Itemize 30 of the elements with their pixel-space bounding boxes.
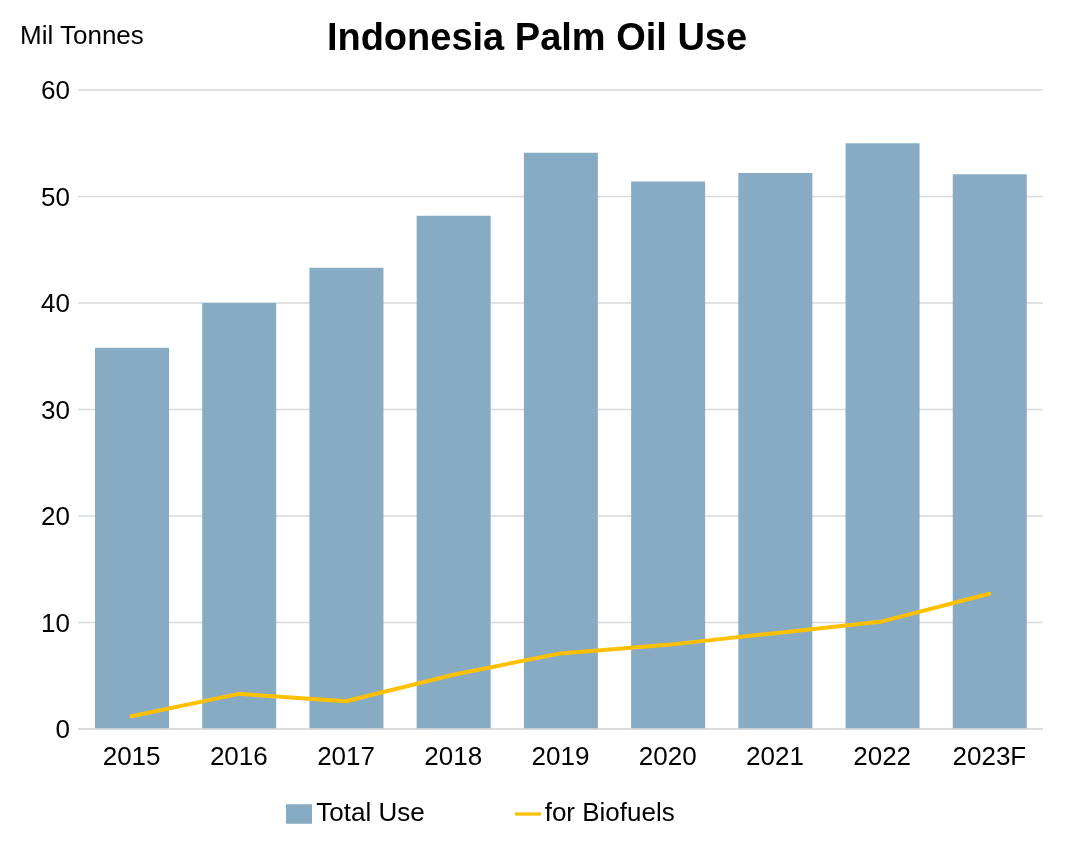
bar [952, 174, 1027, 729]
line-series [129, 591, 992, 719]
x-tick-label: 2016 [209, 741, 268, 772]
y-tick-label: 20 [41, 501, 70, 532]
x-tick-label: 2022 [853, 741, 912, 772]
bar [523, 152, 598, 729]
bar [738, 173, 813, 729]
x-tick-label: 2020 [638, 741, 697, 772]
legend-label: for Biofuels [544, 797, 675, 827]
x-tick-label: 2015 [102, 741, 161, 772]
legend-label: Total Use [316, 797, 425, 827]
bar [95, 347, 169, 729]
y-tick-label: 30 [41, 394, 70, 425]
y-tick-label: 0 [55, 714, 70, 745]
bar [631, 181, 706, 729]
x-tick-label: 2023F [952, 741, 1027, 772]
y-tick-label: 60 [41, 75, 70, 106]
y-tick-label: 40 [41, 288, 70, 319]
chart-title: Indonesia Palm Oil Use [326, 16, 748, 58]
x-tick-label: 2018 [424, 741, 483, 772]
y-tick-label: 10 [41, 607, 70, 638]
x-tick-label: 2019 [531, 741, 590, 772]
bar [845, 143, 920, 729]
y-tick-label: 50 [41, 181, 70, 212]
bar [416, 215, 491, 729]
x-tick-label: 2021 [746, 741, 804, 772]
bar [202, 303, 277, 729]
bar [309, 267, 384, 729]
y-axis-title: Mil Tonnes [20, 20, 144, 51]
x-tick-label: 2017 [317, 741, 375, 772]
